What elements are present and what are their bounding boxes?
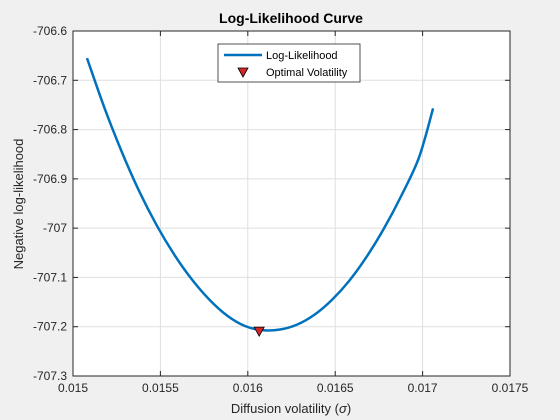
x-ticks: 0.015 0.0155 0.016 0.0165 0.017 0.0175 <box>58 31 529 395</box>
x-tick-label: 0.015 <box>58 381 88 395</box>
legend-label-optimal-volatility: Optimal Volatility <box>266 67 348 79</box>
y-ticks: -707.3 -707.2 -707.1 -707 -706.9 -706.8 -706.7… <box>33 24 510 383</box>
x-axis-label-close: ) <box>347 401 351 416</box>
chart-title: Log-Likelihood Curve <box>219 10 363 26</box>
x-tick-label: 0.0155 <box>142 381 179 395</box>
y-tick-label: -706.7 <box>33 73 67 87</box>
legend: Log-Likelihood Optimal Volatility <box>217 43 361 83</box>
x-tick-label: 0.017 <box>408 381 438 395</box>
series-layer <box>85 57 435 337</box>
legend-label-log-likelihood: Log-Likelihood <box>266 50 338 62</box>
y-axis-label: Negative log-likelihood <box>11 139 26 270</box>
x-axis-label-text: Diffusion volatility ( <box>231 401 340 416</box>
legend-marker-swatch <box>237 67 249 78</box>
x-tick-label: 0.016 <box>233 381 263 395</box>
y-tick-label: -707.3 <box>33 369 67 383</box>
x-tick-label: 0.0165 <box>317 381 354 395</box>
y-tick-label: -706.6 <box>33 24 67 38</box>
plot-area <box>73 31 510 376</box>
y-tick-label: -706.8 <box>33 123 67 137</box>
plot-border <box>72 30 511 377</box>
optimal-volatility-marker <box>253 326 265 337</box>
y-tick-label: -707 <box>43 221 67 235</box>
legend-box <box>217 43 361 83</box>
y-tick-label: -707.2 <box>33 320 67 334</box>
x-axis-label-symbol: σ <box>339 401 348 416</box>
x-tick-label: 0.0175 <box>492 381 529 395</box>
y-tick-label: -706.9 <box>33 172 67 186</box>
y-tick-label: -707.1 <box>33 270 67 284</box>
x-axis-label: Diffusion volatility (σ) <box>231 401 351 416</box>
